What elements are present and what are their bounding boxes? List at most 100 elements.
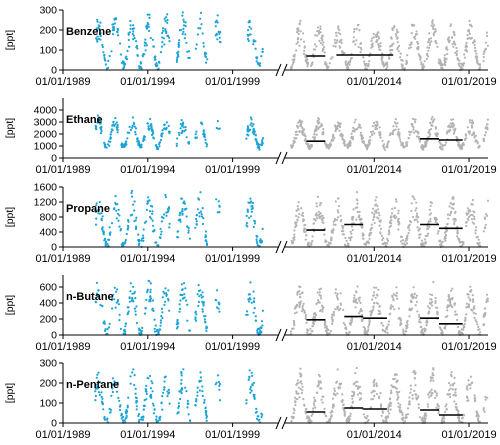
data-point <box>215 19 218 22</box>
data-point <box>419 233 422 236</box>
data-point <box>462 242 465 245</box>
data-point <box>419 58 422 61</box>
data-point <box>307 416 311 419</box>
data-point <box>469 387 472 390</box>
data-point <box>466 385 469 388</box>
data-point <box>248 293 251 296</box>
data-point <box>387 410 390 413</box>
data-point <box>250 205 253 208</box>
data-point <box>386 239 390 242</box>
data-point <box>137 233 140 236</box>
data-point <box>334 288 337 291</box>
data-point <box>247 130 250 133</box>
data-point <box>405 143 408 146</box>
data-point <box>205 61 208 64</box>
data-point <box>375 286 378 289</box>
data-point <box>309 332 312 335</box>
data-point <box>420 325 423 329</box>
data-point <box>116 381 119 384</box>
axis-break-mark <box>275 240 282 254</box>
data-point <box>256 56 259 59</box>
data-point <box>352 36 355 39</box>
data-point <box>250 27 253 30</box>
data-point <box>420 239 424 242</box>
data-point <box>115 290 118 293</box>
data-point <box>412 371 415 374</box>
data-point <box>336 125 339 128</box>
data-point <box>374 128 377 131</box>
data-point <box>408 400 411 404</box>
data-point <box>442 144 445 147</box>
data-point <box>469 298 472 301</box>
data-point <box>334 394 337 397</box>
data-point <box>100 129 103 133</box>
data-point <box>96 114 99 117</box>
data-point <box>378 214 381 217</box>
data-point <box>166 297 170 300</box>
data-point <box>204 407 207 410</box>
data-point <box>249 385 252 389</box>
data-point <box>161 311 164 314</box>
data-point <box>142 228 145 231</box>
data-point <box>166 19 169 22</box>
data-point <box>118 408 122 412</box>
data-point <box>298 290 301 293</box>
data-point <box>425 320 428 323</box>
data-point <box>252 300 256 304</box>
data-point <box>313 43 317 46</box>
data-point <box>434 296 437 300</box>
data-point <box>344 61 347 64</box>
data-point <box>464 138 467 141</box>
data-point <box>307 420 310 423</box>
x-tick-label: 01/01/2019 <box>442 253 497 265</box>
data-point <box>252 225 255 229</box>
data-point <box>153 318 156 321</box>
data-point <box>163 17 166 20</box>
data-point <box>321 310 324 313</box>
data-point <box>103 141 106 144</box>
data-point <box>379 48 382 51</box>
data-point <box>434 300 437 303</box>
data-point <box>466 50 469 53</box>
data-point <box>179 220 182 223</box>
data-point <box>194 317 197 321</box>
data-point <box>293 307 296 310</box>
data-point <box>308 145 311 148</box>
data-point <box>251 207 254 210</box>
data-point <box>373 121 376 124</box>
data-point <box>465 313 468 316</box>
data-point <box>99 128 103 131</box>
data-point <box>367 328 370 331</box>
data-point <box>424 238 427 241</box>
data-point <box>166 21 169 24</box>
data-point <box>446 52 449 56</box>
data-point <box>337 216 340 219</box>
data-point <box>441 63 444 66</box>
y-axis-label: [ppt] <box>4 383 16 404</box>
data-point <box>420 63 423 66</box>
data-point <box>485 293 489 296</box>
data-point <box>380 321 383 325</box>
data-point <box>252 133 256 136</box>
data-point <box>456 225 459 228</box>
data-point <box>300 380 303 383</box>
data-point <box>299 387 302 391</box>
data-point <box>197 197 200 200</box>
data-point <box>407 136 410 140</box>
data-point <box>371 211 374 214</box>
data-point <box>137 414 140 418</box>
data-point <box>378 312 381 315</box>
data-point <box>140 330 143 333</box>
data-point <box>434 39 437 43</box>
data-point <box>471 221 474 224</box>
data-point <box>129 128 132 131</box>
data-point <box>144 388 147 391</box>
data-point <box>371 398 375 401</box>
data-point <box>375 35 378 39</box>
data-point <box>289 330 292 333</box>
data-point <box>399 52 402 55</box>
data-point <box>112 27 115 30</box>
data-point <box>261 309 264 312</box>
data-point <box>426 403 429 406</box>
data-point <box>484 131 487 134</box>
